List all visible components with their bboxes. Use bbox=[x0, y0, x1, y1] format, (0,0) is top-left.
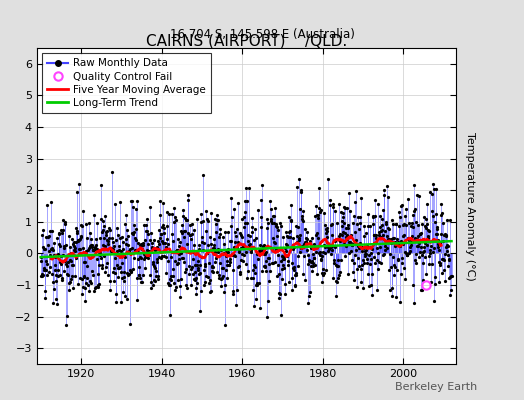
Text: Berkeley Earth: Berkeley Earth bbox=[395, 382, 477, 392]
Text: 16.704 S, 145.598 E (Australia): 16.704 S, 145.598 E (Australia) bbox=[170, 28, 354, 41]
Title: CAIRNS (AIRPORT)    /QLD.: CAIRNS (AIRPORT) /QLD. bbox=[146, 33, 347, 48]
Y-axis label: Temperature Anomaly (°C): Temperature Anomaly (°C) bbox=[465, 132, 475, 280]
Legend: Raw Monthly Data, Quality Control Fail, Five Year Moving Average, Long-Term Tren: Raw Monthly Data, Quality Control Fail, … bbox=[42, 53, 211, 113]
